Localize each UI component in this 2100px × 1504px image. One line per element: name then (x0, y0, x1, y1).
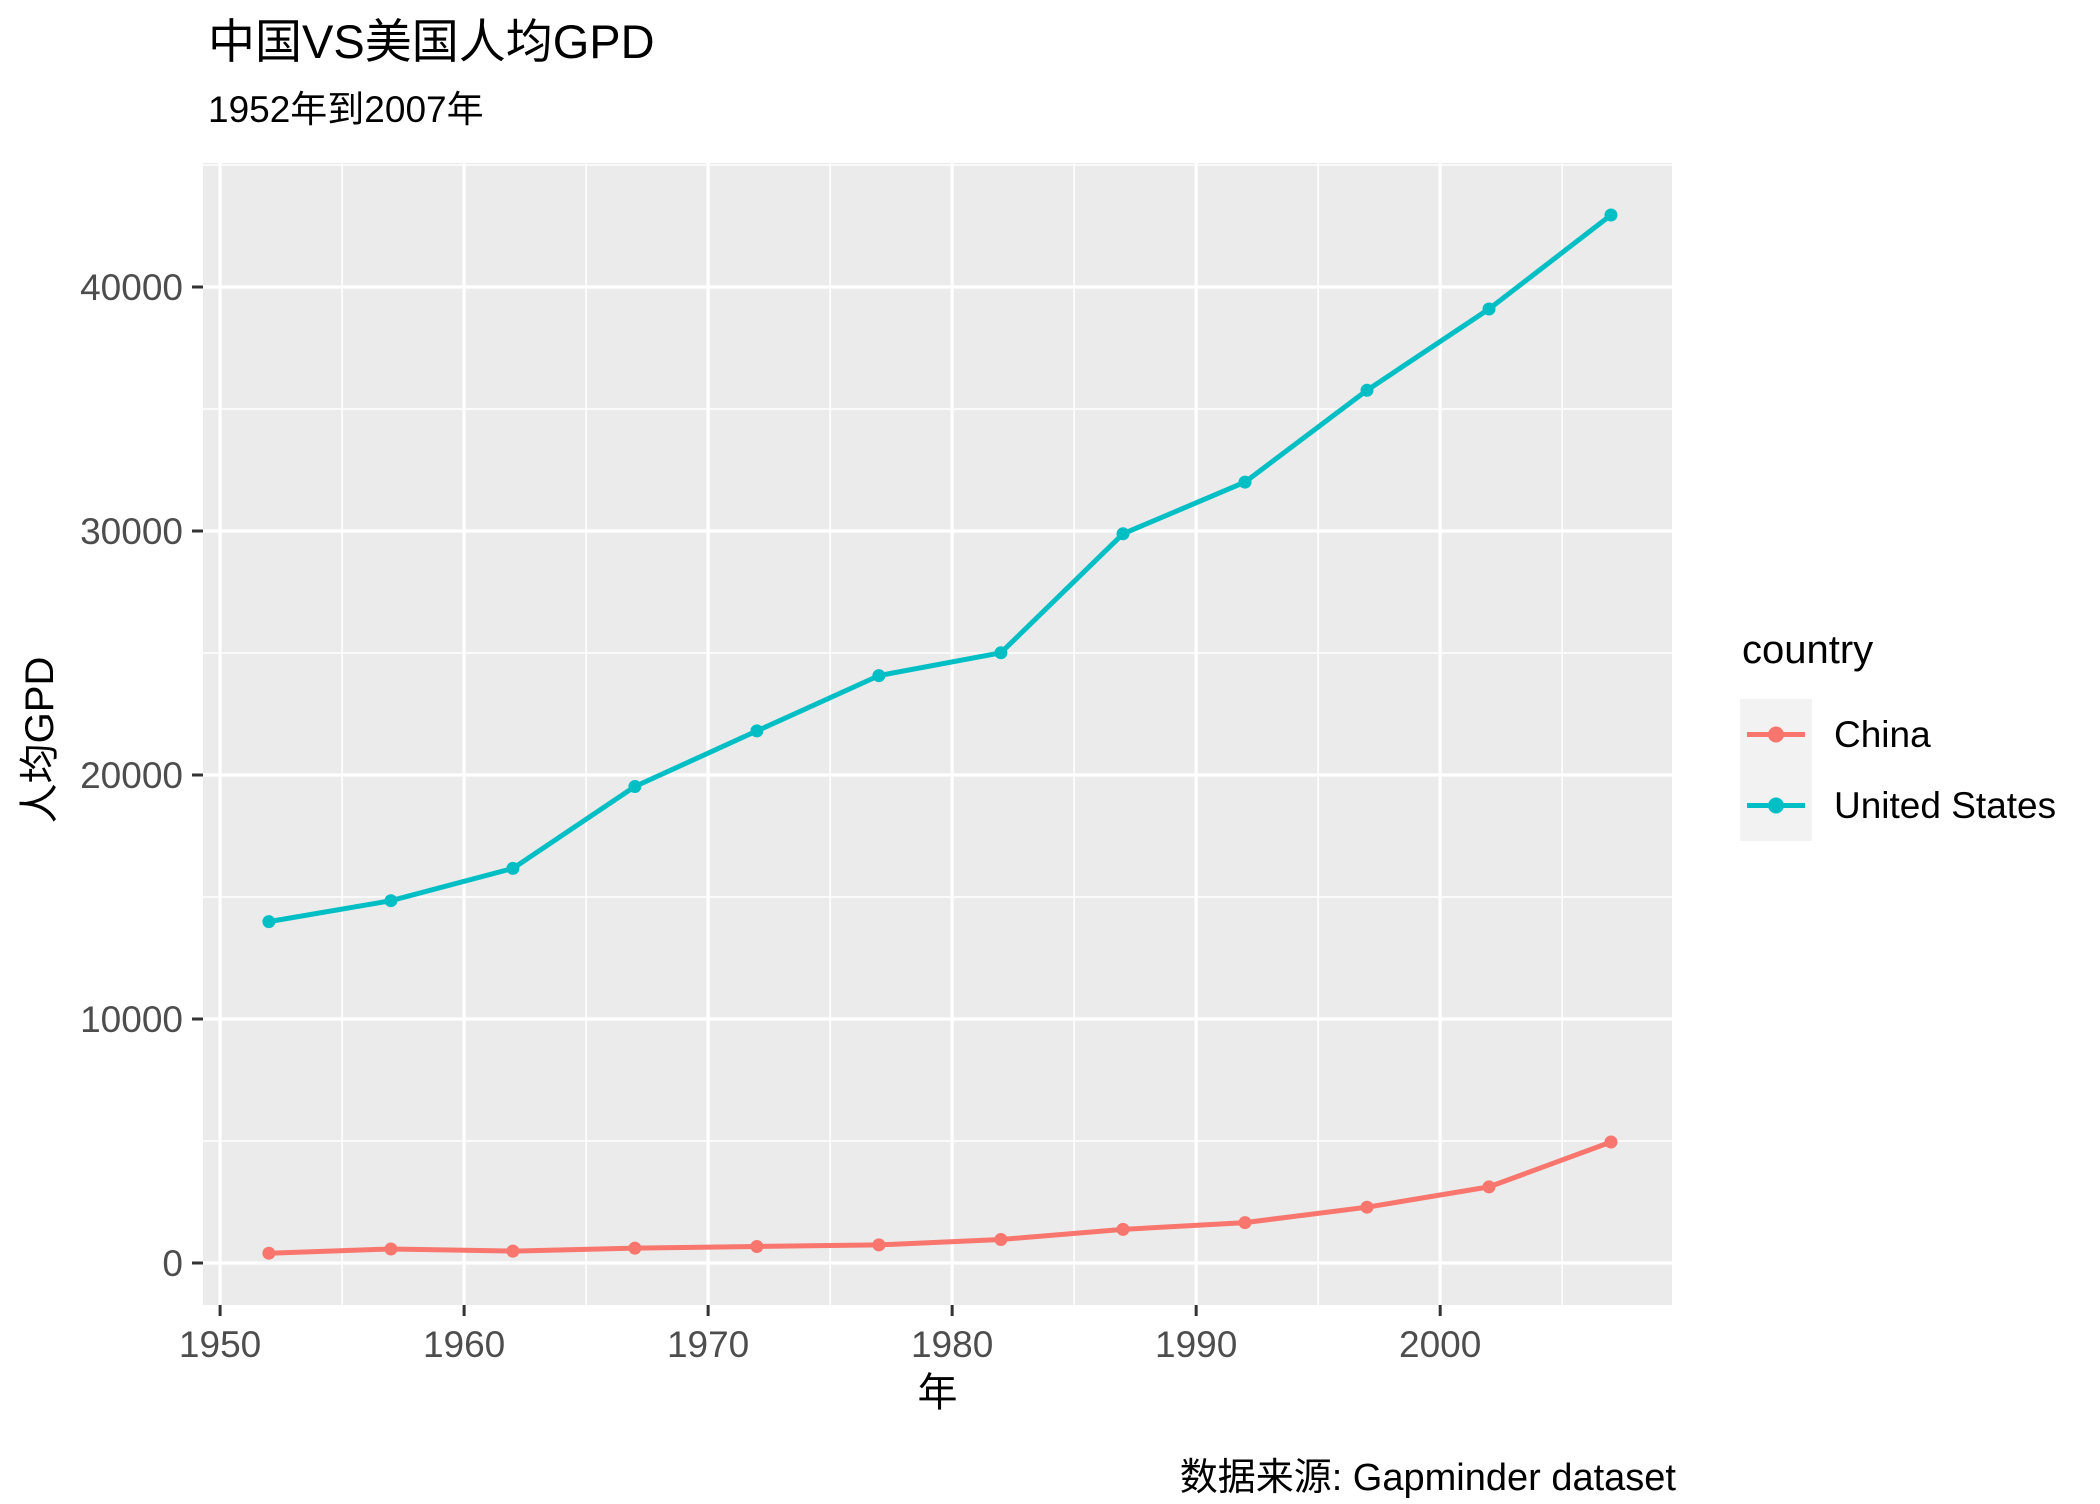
legend-item-label: United States (1834, 784, 2057, 826)
data-point (994, 646, 1008, 660)
legend-items: China United States (1740, 699, 2056, 841)
data-point (1482, 1180, 1496, 1194)
data-point (1238, 1216, 1252, 1230)
x-tick-label: 2000 (1399, 1324, 1481, 1365)
x-tick-label: 1950 (179, 1324, 261, 1365)
data-point (506, 1244, 520, 1258)
plot-subtitle: 1952年到2007年 (208, 89, 484, 130)
legend-key-swatch (1740, 699, 1812, 770)
x-tick-label: 1990 (1155, 1324, 1237, 1365)
data-point (1360, 1200, 1374, 1214)
plot-title: 中国VS美国人均GPD (208, 15, 655, 68)
data-point (628, 780, 642, 793)
data-point (1116, 1222, 1130, 1236)
data-point (1360, 383, 1374, 397)
data-point (262, 1246, 276, 1260)
data-point (872, 1238, 886, 1252)
series-line-united-states (266, 212, 1614, 925)
data-point (628, 1241, 642, 1255)
data-point (1482, 302, 1496, 316)
data-point (994, 1233, 1008, 1246)
x-tick-label: 1980 (911, 1324, 993, 1365)
plot-caption: 数据来源: Gapminder dataset (1179, 1457, 1676, 1499)
y-tick-label: 20000 (80, 755, 183, 796)
data-point (1238, 475, 1252, 489)
legend: country China United States (1740, 628, 2056, 841)
y-tick-label: 0 (162, 1243, 183, 1284)
y-tick-label: 10000 (80, 999, 183, 1040)
x-tick-label: 1970 (667, 1324, 749, 1365)
legend-item: China (1740, 699, 2056, 770)
data-point (750, 724, 764, 738)
legend-key-swatch (1740, 770, 1812, 841)
x-axis-title: 年 (917, 1371, 958, 1415)
data-point (872, 669, 886, 683)
y-tick-label: 40000 (80, 267, 183, 308)
legend-title: country (1742, 628, 1874, 672)
plot-panel (203, 163, 1672, 1305)
series-line-china (266, 1139, 1614, 1256)
data-point (262, 915, 276, 929)
data-point (750, 1240, 764, 1253)
data-point (384, 1242, 398, 1256)
y-axis-title: 人均GPD (18, 656, 62, 824)
x-tick-label: 1960 (423, 1324, 505, 1365)
data-point (1116, 527, 1130, 541)
legend-item: United States (1740, 770, 2056, 841)
legend-item-label: China (1834, 713, 1931, 755)
data-point (506, 861, 520, 875)
data-point (384, 894, 398, 908)
y-tick-label: 30000 (80, 511, 183, 552)
data-point (1604, 1135, 1618, 1149)
data-point (1604, 208, 1618, 222)
